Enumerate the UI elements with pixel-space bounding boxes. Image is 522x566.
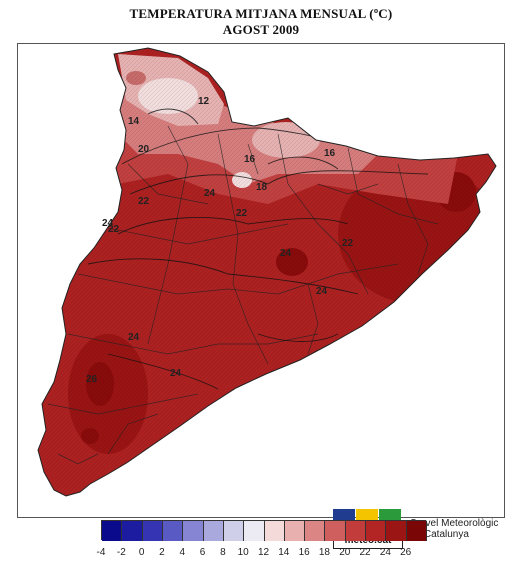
legend-tick-label: 18: [318, 547, 330, 558]
legend-bar: [101, 520, 427, 541]
legend-swatch: [366, 521, 387, 541]
isotherm-label-24b: 24: [204, 188, 216, 199]
legend-tick-label: 6: [199, 547, 206, 558]
credit-text: Servel Meteorològic de Catalunya: [410, 518, 498, 540]
isotherm-label-24a: 24: [102, 218, 114, 229]
color-scale-legend: -4 -2 0 2 4 6 8 10 12 14 16 18 20 22 24 26: [97, 520, 431, 562]
legend-tick-label: 0: [138, 547, 145, 558]
isotherm-label-20: 20: [138, 144, 150, 155]
legend-tick-label: 14: [278, 547, 290, 558]
isotherm-label-26: 26: [86, 374, 98, 385]
isotherm-label-22b: 22: [236, 208, 248, 219]
isotherm-label-22d: 22: [108, 224, 120, 235]
isotherm-label-16b: 16: [324, 148, 336, 159]
hatch-overlay: [38, 48, 496, 496]
isotherm-label-22a: 22: [138, 196, 150, 207]
catalonia-temperature-map: 12 16 16 18 20 22 22 22 24 24 24 24 24 2…: [37, 47, 497, 497]
credit-line-2: de Catalunya: [410, 529, 469, 540]
isotherm-label-16a: 16: [244, 154, 256, 165]
legend-swatch: [406, 521, 427, 541]
legend-tick-label: 2: [159, 547, 165, 558]
legend-swatch: [142, 521, 163, 541]
isotherm-label-22c: 22: [342, 238, 354, 249]
isotherm-label-24c: 24: [280, 248, 292, 259]
map-frame: 12 16 16 18 20 22 22 22 24 24 24 24 24 2…: [17, 43, 505, 549]
isotherm-labels: 12 16 16 18 20 22 22 22 24 24 24 24 24 2…: [86, 96, 354, 385]
isotherm-label-24e: 24: [128, 332, 140, 343]
legend-swatch: [386, 521, 407, 541]
legend-tick-label: 10: [237, 547, 249, 558]
legend-tick-label: 16: [298, 547, 310, 558]
isotherm-label-24d: 24: [316, 286, 328, 297]
legend-swatch: [244, 521, 265, 541]
map-title: TEMPERATURA MITJANA MENSUAL (ºC): [129, 6, 393, 21]
legend-tick-label: 26: [400, 547, 412, 558]
isotherm-label-14: 14: [128, 116, 140, 127]
legend-swatch: [102, 521, 123, 541]
legend-swatch: [264, 521, 285, 541]
legend-swatch: [284, 521, 306, 541]
legend-swatch: [223, 521, 245, 541]
isotherm-label-24f: 24: [170, 368, 182, 379]
map-subtitle: AGOST 2009: [222, 22, 300, 37]
isotherm-label-18: 18: [256, 182, 268, 193]
legend-tick-label: 24: [379, 547, 391, 558]
legend-swatch: [203, 521, 224, 541]
legend-tick-label: 12: [257, 547, 270, 558]
legend-swatch: [325, 521, 346, 541]
legend-tick-label: 8: [220, 547, 226, 558]
legend-tick-label: 22: [359, 547, 371, 558]
legend-tick-label: 20: [339, 547, 351, 558]
legend-swatch: [183, 521, 204, 541]
legend-tick-label: 4: [179, 547, 186, 558]
legend-tick-label: -4: [96, 547, 106, 558]
legend-swatch: [122, 521, 143, 541]
legend-swatch: [305, 521, 326, 541]
credit-line-1: Servel Meteorològic: [410, 518, 499, 529]
legend-swatch: [162, 521, 184, 541]
legend-swatch: [345, 521, 367, 541]
comarca-boundaries: [47, 125, 439, 465]
isotherm-label-12: 12: [198, 96, 210, 107]
legend-tick-label: -2: [116, 547, 126, 558]
